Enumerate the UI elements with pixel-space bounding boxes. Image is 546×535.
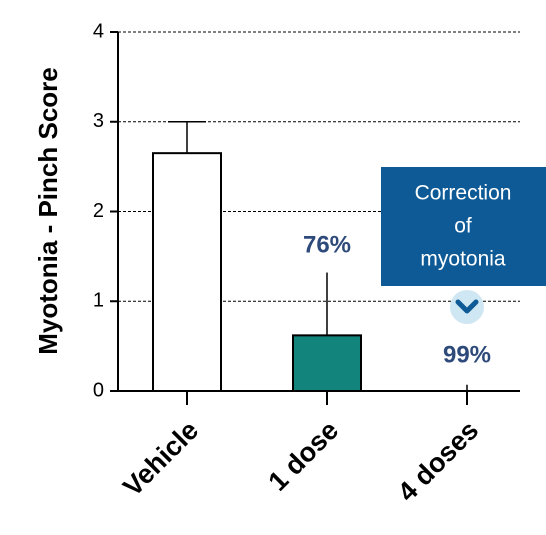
callout-text: Correction bbox=[415, 182, 512, 205]
bar bbox=[152, 152, 222, 392]
x-tick-label: 1 dose bbox=[263, 415, 345, 497]
y-tick-label: 4 bbox=[93, 20, 104, 42]
y-tick-label: 1 bbox=[93, 290, 104, 312]
chevron-icon bbox=[455, 299, 479, 314]
x-tick-label: 4 doses bbox=[392, 415, 484, 507]
annotation: 76% bbox=[303, 231, 351, 258]
annotation: 99% bbox=[443, 341, 491, 368]
callout-box bbox=[381, 167, 546, 286]
x-tick-label: Vehicle bbox=[117, 415, 204, 502]
callout-icon bbox=[450, 290, 484, 324]
y-axis-title: Myotonia - Pinch Score bbox=[33, 67, 63, 355]
y-tick-label: 3 bbox=[93, 110, 104, 132]
y-tick-label: 2 bbox=[93, 200, 104, 222]
y-tick-label: 0 bbox=[93, 379, 104, 401]
callout-text: myotonia bbox=[420, 248, 506, 271]
bar bbox=[292, 334, 362, 393]
callout-text: of bbox=[454, 215, 472, 238]
